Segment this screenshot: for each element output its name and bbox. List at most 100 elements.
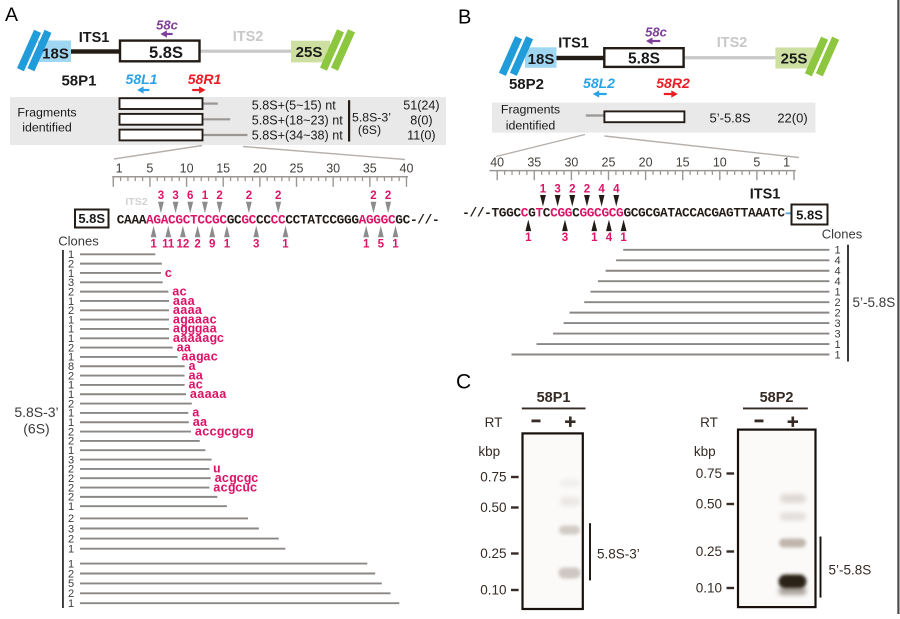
svg-text:a: a: [219, 387, 227, 402]
svg-text:4: 4: [834, 266, 840, 278]
svg-text:3: 3: [68, 523, 74, 535]
svg-text:1: 1: [68, 544, 74, 556]
svg-text:1: 1: [68, 501, 74, 513]
svg-text:2: 2: [68, 588, 74, 600]
svg-text:C: C: [631, 206, 639, 221]
svg-text:2: 2: [68, 492, 74, 504]
svg-text:u: u: [213, 462, 221, 477]
svg-text:C: C: [645, 206, 653, 221]
svg-text:(6S): (6S): [358, 123, 381, 137]
svg-text:5.8S+(18~23) nt: 5.8S+(18~23) nt: [252, 113, 344, 127]
svg-text:20: 20: [639, 156, 653, 170]
svg-text:5.8S-3’: 5.8S-3’: [352, 111, 391, 125]
svg-text:a: a: [173, 322, 181, 337]
svg-text:25S: 25S: [296, 44, 323, 61]
svg-text:1: 1: [834, 339, 840, 351]
svg-text:3: 3: [68, 454, 74, 466]
svg-text:5.8S: 5.8S: [796, 207, 823, 222]
svg-text:0.75: 0.75: [696, 466, 722, 481]
svg-text:identified: identified: [22, 120, 72, 134]
svg-text:11: 11: [162, 238, 175, 250]
svg-text:2: 2: [68, 370, 74, 382]
svg-text:G: G: [241, 212, 249, 227]
svg-text:c: c: [202, 424, 210, 439]
svg-text:C: C: [682, 206, 690, 221]
svg-text:58c: 58c: [645, 25, 667, 40]
svg-text:T: T: [741, 206, 749, 221]
svg-text:58R1: 58R1: [188, 71, 222, 87]
svg-text:G: G: [395, 212, 403, 227]
svg-text:2: 2: [569, 183, 575, 195]
svg-text:Clones: Clones: [58, 233, 99, 248]
svg-text:2: 2: [385, 190, 391, 202]
svg-text:C: C: [704, 206, 712, 221]
svg-text:3: 3: [158, 190, 164, 202]
svg-text:4: 4: [606, 232, 613, 244]
svg-text:C: C: [278, 212, 286, 227]
svg-text:G: G: [565, 206, 573, 221]
svg-text:C: C: [550, 206, 558, 221]
svg-text:a: a: [204, 387, 212, 402]
svg-text:1: 1: [68, 314, 74, 326]
svg-text:G: G: [638, 206, 646, 221]
svg-text:0.50: 0.50: [480, 500, 506, 515]
svg-text:A: A: [675, 206, 683, 221]
svg-text:A: A: [5, 4, 18, 26]
svg-text:9: 9: [209, 238, 215, 250]
svg-text:2: 2: [68, 258, 74, 270]
svg-text:0.50: 0.50: [696, 497, 722, 512]
svg-text:10: 10: [713, 156, 727, 170]
svg-text:a: a: [212, 387, 220, 402]
svg-text:3: 3: [554, 183, 560, 195]
svg-text:T: T: [491, 206, 499, 221]
svg-text:c: c: [251, 471, 259, 486]
svg-text:C: C: [543, 206, 551, 221]
svg-text:0.75: 0.75: [480, 470, 506, 485]
svg-text:a: a: [190, 387, 198, 402]
svg-text:T: T: [535, 206, 543, 221]
svg-text:g: g: [217, 424, 225, 439]
svg-text:/: /: [469, 206, 477, 221]
svg-text:C: C: [271, 212, 279, 227]
svg-text:35: 35: [363, 161, 377, 175]
svg-text:kbp: kbp: [694, 444, 716, 459]
svg-text:2: 2: [68, 473, 74, 485]
svg-text:22(0): 22(0): [777, 111, 807, 126]
svg-text:ITS1: ITS1: [558, 36, 589, 52]
svg-text:11(0): 11(0): [407, 128, 435, 142]
svg-text:1: 1: [591, 232, 598, 244]
svg-text:5.8S+(34~38) nt: 5.8S+(34~38) nt: [252, 128, 344, 142]
svg-text:G: G: [616, 206, 624, 221]
svg-text:a: a: [172, 284, 180, 299]
svg-text:2: 2: [834, 297, 840, 309]
svg-text:5’-5.8S: 5’-5.8S: [853, 295, 896, 310]
svg-text:c: c: [220, 480, 228, 495]
svg-text:T: T: [315, 212, 323, 227]
svg-text:c: c: [196, 378, 204, 393]
svg-text:1: 1: [116, 161, 123, 175]
svg-text:c: c: [250, 480, 258, 495]
svg-text:C: C: [513, 206, 521, 221]
svg-text:g: g: [196, 350, 204, 365]
svg-text:15: 15: [676, 156, 690, 170]
svg-text:1: 1: [68, 389, 74, 401]
svg-text:a: a: [197, 387, 205, 402]
svg-text:1: 1: [525, 232, 532, 244]
svg-text:1: 1: [68, 408, 74, 420]
svg-text:C: C: [249, 212, 257, 227]
svg-text:c: c: [179, 284, 187, 299]
svg-text:C: C: [168, 212, 176, 227]
svg-text:G: G: [344, 212, 352, 227]
svg-text:G: G: [506, 206, 514, 221]
svg-text:G: G: [175, 212, 183, 227]
svg-text:G: G: [373, 212, 381, 227]
svg-text:g: g: [228, 480, 236, 495]
svg-text:1: 1: [68, 352, 74, 364]
svg-text:1: 1: [68, 296, 74, 308]
svg-text:C: C: [456, 370, 471, 393]
svg-text:G: G: [227, 212, 235, 227]
svg-text:2: 2: [68, 398, 74, 410]
svg-text:RT: RT: [485, 415, 503, 430]
svg-text:A: A: [697, 206, 705, 221]
svg-text:a: a: [195, 303, 203, 318]
